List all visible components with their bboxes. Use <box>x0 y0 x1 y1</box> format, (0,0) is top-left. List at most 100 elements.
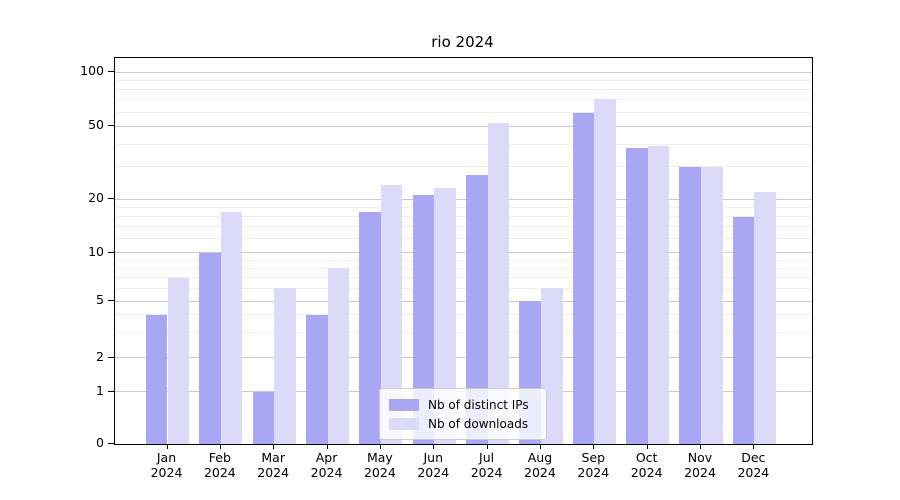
bar-downloads-jul <box>487 123 510 444</box>
minor-gridline <box>115 206 812 208</box>
bar-distinct-ips-jul <box>466 175 488 444</box>
legend-row: Nb of distinct IPs <box>389 395 537 414</box>
x-label-year: 2024 <box>737 465 770 480</box>
minor-gridline <box>115 277 812 279</box>
y-axis-tick-label: 5 <box>96 292 104 307</box>
bar-distinct-ips-jun <box>412 195 435 444</box>
minor-gridline <box>115 332 812 334</box>
x-label-year: 2024 <box>203 465 236 480</box>
x-axis-tick <box>326 444 328 449</box>
x-label-year: 2024 <box>150 465 183 480</box>
x-axis-tick <box>166 444 168 449</box>
bar-downloads-apr <box>327 268 350 444</box>
y-axis-tick-label: 10 <box>88 243 104 259</box>
y-axis-tick <box>108 125 114 127</box>
bar-downloads-jun <box>434 188 456 444</box>
x-axis-tick-label: Feb 2024 <box>188 450 252 480</box>
x-axis-tick <box>273 444 275 449</box>
y-axis-tick-label: 0 <box>96 435 104 450</box>
minor-gridline <box>115 259 812 261</box>
legend: Nb of distinct IPs Nb of downloads <box>379 388 547 440</box>
x-label-year: 2024 <box>577 465 610 480</box>
x-label-year: 2024 <box>363 465 396 480</box>
x-axis-tick <box>379 444 381 449</box>
y-axis-tick-label: 20 <box>88 190 104 206</box>
bar-distinct-ips-mar <box>252 391 275 444</box>
bar-distinct-ips-sep <box>572 113 595 444</box>
x-label-year: 2024 <box>417 465 450 480</box>
legend-label: Nb of downloads <box>428 416 529 431</box>
x-axis-tick <box>539 444 541 449</box>
bar-downloads-feb <box>220 211 243 444</box>
legend-row: Nb of downloads <box>389 414 537 433</box>
bar-downloads-jan <box>167 277 190 444</box>
x-axis-tick <box>646 444 648 449</box>
minor-gridline <box>115 99 812 101</box>
x-label-year: 2024 <box>257 465 290 480</box>
x-label-month: Sep <box>581 450 606 465</box>
minor-gridline <box>115 111 812 113</box>
minor-gridline <box>115 238 812 240</box>
x-label-year: 2024 <box>470 465 503 480</box>
x-label-month: Aug <box>527 450 553 465</box>
legend-label: Nb of distinct IPs <box>428 397 529 412</box>
x-axis-tick-label: Dec 2024 <box>721 450 785 480</box>
y-axis-tick <box>108 356 114 358</box>
x-axis-tick <box>753 444 755 449</box>
y-axis-tick <box>108 443 114 444</box>
x-label-month: Jun <box>423 450 444 465</box>
minor-gridline <box>115 166 812 168</box>
bar-downloads-may <box>380 184 403 444</box>
y-axis-tick <box>108 390 114 392</box>
x-label-year: 2024 <box>310 465 343 480</box>
bar-distinct-ips-may <box>359 211 381 444</box>
bar-distinct-ips-nov <box>679 167 701 444</box>
major-gridline <box>115 252 812 254</box>
x-axis-tick-label: Mar 2024 <box>241 450 305 480</box>
x-axis-tick-label: Aug 2024 <box>508 450 572 480</box>
minor-gridline <box>115 287 812 289</box>
y-axis-tick-label: 50 <box>88 117 104 133</box>
x-axis-tick-label: Apr 2024 <box>295 450 359 480</box>
y-axis-tick-label: 2 <box>96 348 104 364</box>
bar-distinct-ips-oct <box>626 148 648 444</box>
minor-gridline <box>115 226 812 228</box>
major-gridline <box>115 300 812 302</box>
major-gridline <box>115 198 812 200</box>
y-axis-tick <box>108 198 114 200</box>
minor-gridline <box>115 79 812 81</box>
bar-downloads-mar <box>274 288 296 444</box>
x-axis-tick-label: Jun 2024 <box>401 450 465 480</box>
minor-gridline <box>115 267 812 269</box>
x-axis-tick-label: Nov 2024 <box>668 450 732 480</box>
minor-gridline <box>115 215 812 217</box>
x-axis-tick-label: Jan 2024 <box>135 450 199 480</box>
bar-downloads-sep <box>594 98 616 444</box>
bar-downloads-dec <box>754 191 776 444</box>
plot-area: Nb of distinct IPs Nb of downloads <box>114 57 813 445</box>
y-axis-tick <box>108 251 114 253</box>
major-gridline <box>115 357 812 359</box>
y-axis-tick-label: 1 <box>96 382 104 398</box>
y-axis-tick-label: 100 <box>80 63 104 78</box>
x-axis-tick <box>486 444 488 449</box>
x-axis-tick <box>593 444 595 449</box>
x-axis-tick <box>433 444 435 449</box>
x-label-month: Jul <box>479 450 495 465</box>
x-axis-tick-label: Sep 2024 <box>561 450 625 480</box>
chart-title: rio 2024 <box>431 33 494 51</box>
x-label-month: Feb <box>208 450 231 465</box>
minor-gridline <box>115 143 812 145</box>
y-axis-tick <box>108 300 114 301</box>
x-axis-tick-label: May 2024 <box>348 450 412 480</box>
bar-downloads-oct <box>647 146 670 444</box>
x-label-year: 2024 <box>524 465 556 480</box>
y-axis-tick <box>108 71 114 72</box>
bar-downloads-nov <box>701 167 723 444</box>
legend-swatch <box>389 398 419 411</box>
x-axis-tick <box>219 444 221 449</box>
legend-swatch <box>389 417 419 430</box>
x-label-month: Jan <box>156 450 177 465</box>
x-label-year: 2024 <box>630 465 663 480</box>
